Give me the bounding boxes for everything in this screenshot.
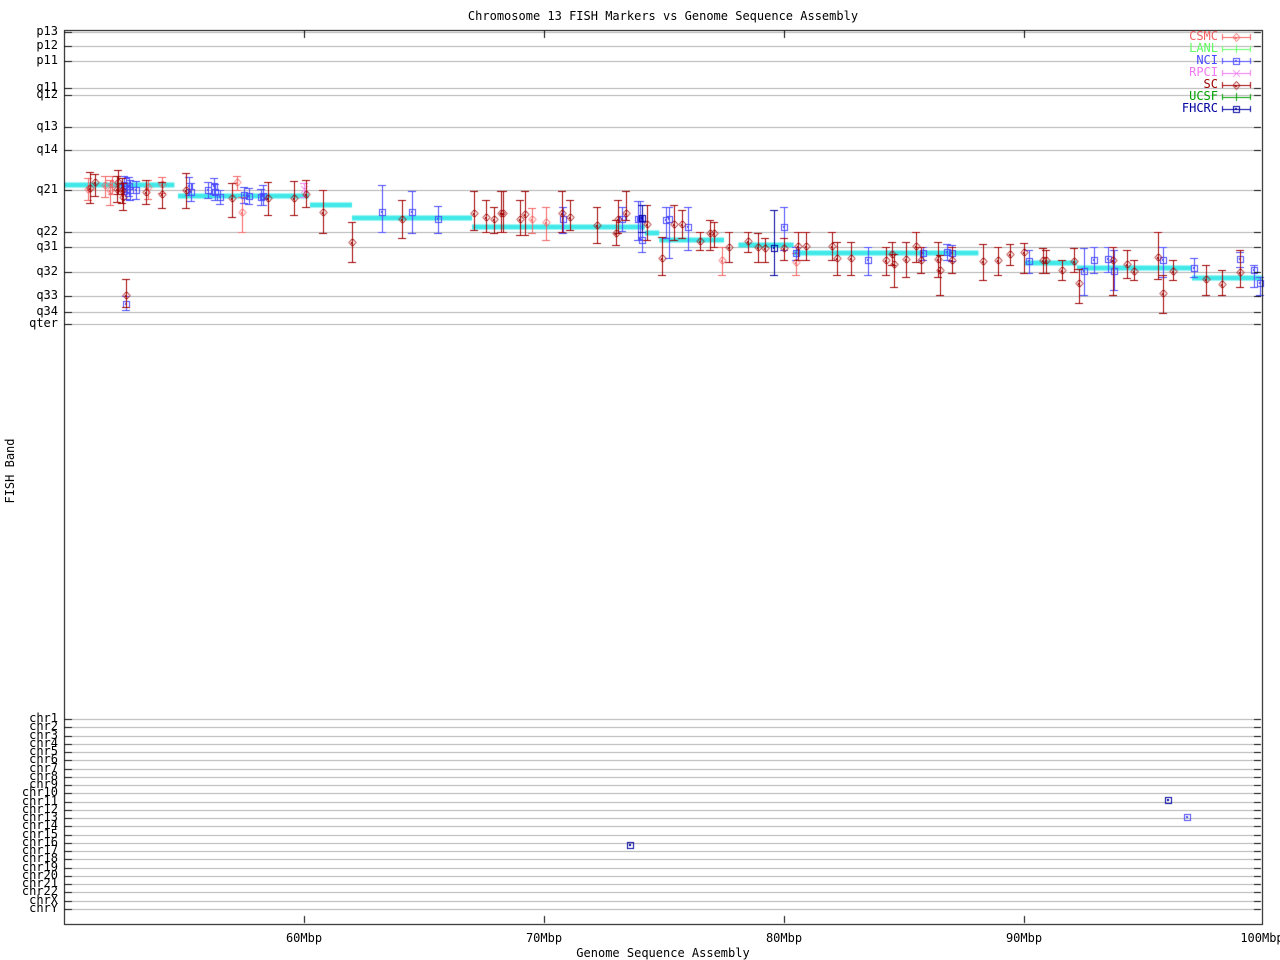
- y-tick-chr22: chr22: [21, 884, 58, 898]
- y-tick-chr6: chr6: [29, 752, 58, 766]
- x-tick-100mbp: 100Mbp: [1240, 931, 1280, 945]
- y-tick-chr18: chr18: [21, 851, 58, 865]
- x-tick-70mbp: 70Mbp: [525, 931, 563, 945]
- y-axis-title: FISH Band: [3, 438, 17, 504]
- y-tick-p13: p13: [36, 24, 58, 38]
- y-tick-p11: p11: [36, 53, 58, 67]
- y-tick-q13: q13: [36, 119, 58, 133]
- y-tick-chr17: chr17: [21, 843, 58, 857]
- x-axis-title: Genome Sequence Assembly: [576, 946, 750, 960]
- y-tick-p12: p12: [36, 38, 58, 52]
- legend-label-csmc: CSMC: [1189, 29, 1218, 43]
- y-tick-chr21: chr21: [21, 876, 58, 890]
- y-tick-chr12: chr12: [21, 802, 58, 816]
- y-tick-q11: q11: [36, 80, 58, 94]
- y-tick-chr2: chr2: [29, 719, 58, 733]
- y-tick-chr3: chr3: [29, 728, 58, 742]
- legend-label-sc: SC: [1203, 77, 1218, 91]
- y-tick-chr20: chr20: [21, 868, 58, 882]
- legend-label-fhcrc: FHCRC: [1181, 101, 1218, 115]
- legend-label-nci: NCI: [1196, 53, 1218, 67]
- legend-label-lanl: LANL: [1189, 41, 1218, 55]
- legend-label-rpci: RPCI: [1189, 65, 1218, 79]
- y-tick-q31: q31: [36, 239, 58, 253]
- y-tick-chr14: chr14: [21, 818, 58, 832]
- y-tick-chr9: chr9: [29, 777, 58, 791]
- y-tick-chr13: chr13: [21, 810, 58, 824]
- y-tick-chr19: chr19: [21, 860, 58, 874]
- y-tick-chr16: chr16: [21, 835, 58, 849]
- y-tick-chr11: chr11: [21, 794, 58, 808]
- y-tick-q14: q14: [36, 142, 58, 156]
- y-tick-chrY: chrY: [29, 901, 58, 915]
- y-tick-qter: qter: [29, 316, 58, 330]
- y-tick-q33: q33: [36, 288, 58, 302]
- legend-label-ucsf: UCSF: [1189, 89, 1218, 103]
- y-tick-q34: q34: [36, 304, 58, 318]
- y-tick-chr5: chr5: [29, 744, 58, 758]
- x-tick-80mbp: 80Mbp: [765, 931, 803, 945]
- chart-title: Chromosome 13 FISH Markers vs Genome Seq…: [467, 9, 859, 23]
- y-tick-chr1: chr1: [29, 711, 58, 725]
- y-tick-chr7: chr7: [29, 761, 58, 775]
- y-tick-q21: q21: [36, 182, 58, 196]
- y-tick-chrX: chrX: [29, 893, 58, 907]
- y-tick-q12: q12: [36, 87, 58, 101]
- y-tick-q22: q22: [36, 224, 58, 238]
- y-tick-chr10: chr10: [21, 785, 58, 799]
- x-tick-90mbp: 90Mbp: [1005, 931, 1043, 945]
- y-tick-chr4: chr4: [29, 736, 58, 750]
- y-tick-chr15: chr15: [21, 827, 58, 841]
- y-tick-chr8: chr8: [29, 769, 58, 783]
- x-tick-60mbp: 60Mbp: [285, 931, 323, 945]
- y-tick-q32: q32: [36, 264, 58, 278]
